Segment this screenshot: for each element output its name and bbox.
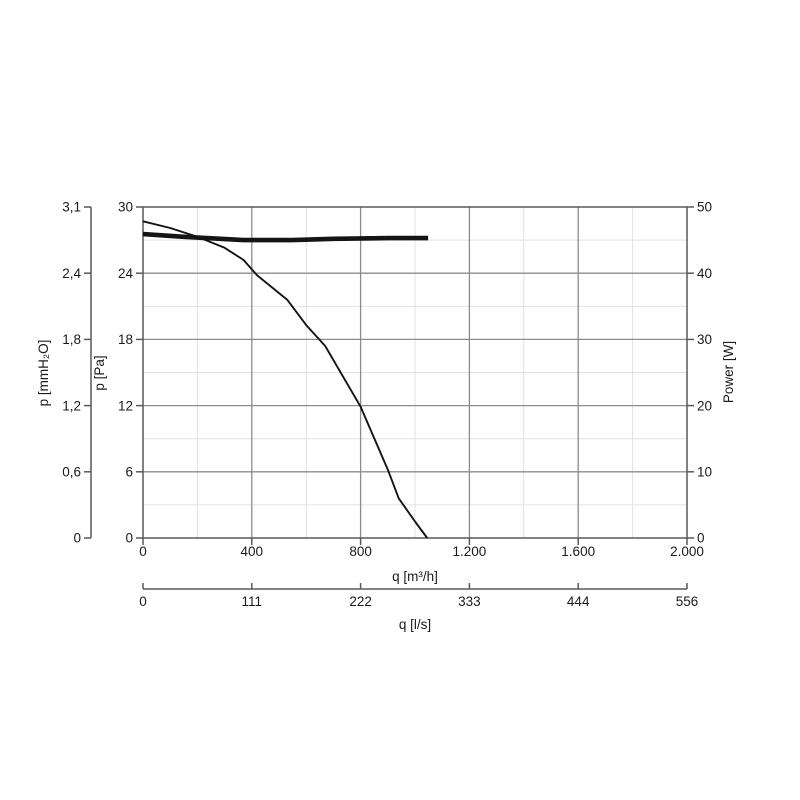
mmh2o-axis-tick-label: 3,1 [62, 200, 81, 215]
flow-ls-axis-tick-label: 222 [349, 594, 372, 609]
flow-ls-axis-tick-label: 444 [567, 594, 590, 609]
pa-axis-tick-label: 12 [118, 398, 133, 413]
flow-m3h-axis-tick-label: 0 [139, 544, 147, 559]
major-gridlines [143, 207, 687, 538]
power-axis-tick-label: 50 [697, 200, 712, 215]
flow-ls-axis-title: q [l/s] [399, 617, 431, 632]
mmh2o-axis-tick-label: 0 [73, 531, 81, 546]
power-axis-tick-label: 20 [697, 398, 712, 413]
power-curve [142, 231, 429, 243]
pa-axis-tick-label: 24 [118, 266, 134, 281]
pa-axis-tick-label: 18 [118, 332, 133, 347]
mmh2o-axis-tick-label: 0,6 [62, 465, 81, 480]
pa-axis-tick-label: 6 [125, 465, 133, 480]
power-axis-tick-label: 10 [697, 465, 712, 480]
power-axis-tick-label: 30 [697, 332, 712, 347]
flow-m3h-axis-tick-label: 1.200 [453, 544, 487, 559]
flow-ls-axis-tick-label: 0 [139, 594, 147, 609]
plot-border [142, 206, 688, 539]
flow-m3h-axis-tick-label: 800 [349, 544, 372, 559]
flow-m3h-axis-tick-label: 400 [241, 544, 264, 559]
curves [142, 220, 429, 539]
flow-m3h-axis-tick-label: 1.600 [561, 544, 595, 559]
mmh2o-axis-tick-label: 1,8 [62, 332, 81, 347]
axes [84, 206, 694, 590]
pressure-curve [142, 220, 428, 539]
power-axis-title: Power [W] [721, 341, 736, 403]
flow-ls-axis-tick-label: 111 [242, 594, 263, 609]
pa-axis-title: p [Pa] [92, 355, 107, 390]
flow-ls-axis-tick-label: 556 [676, 594, 699, 609]
flow-ls-axis-tick-label: 333 [458, 594, 481, 609]
pa-axis-tick-label: 0 [125, 531, 133, 546]
mmh2o-axis-tick-label: 1,2 [62, 398, 81, 413]
pa-axis-tick-label: 30 [118, 200, 133, 215]
flow-m3h-axis-tick-label: 2.000 [670, 544, 704, 559]
flow-m3h-axis-title: q [m³/h] [392, 569, 438, 584]
mmh2o-axis-tick-label: 2,4 [62, 266, 81, 281]
power-axis-tick-label: 40 [697, 266, 712, 281]
mmh2o-axis-title: p [mmH₂O] [36, 340, 51, 407]
minor-gridlines [143, 207, 687, 538]
power-axis-tick-label: 0 [697, 531, 705, 546]
